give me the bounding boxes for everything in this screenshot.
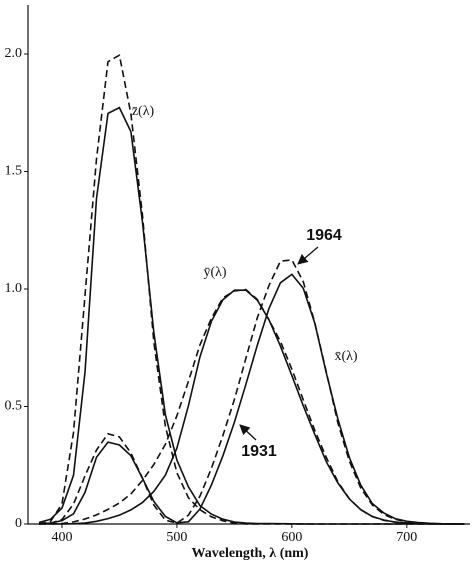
annotation: x̄(λ) — [334, 349, 357, 364]
annotation: 1931 — [241, 443, 277, 460]
annotation: z̄(λ) — [132, 104, 155, 119]
curve — [38, 53, 465, 525]
annotation: 1964 — [306, 227, 342, 244]
x-tick-label: 700 — [396, 530, 417, 545]
annotation: ȳ(λ) — [203, 265, 226, 280]
x-tick-label: 500 — [166, 530, 187, 545]
y-tick-label: 0.5 — [5, 399, 23, 414]
y-tick-label: 2.0 — [5, 46, 23, 61]
curve — [38, 288, 465, 525]
arrow-1964 — [297, 246, 319, 265]
arrow-1931 — [239, 424, 257, 441]
curve — [38, 106, 465, 525]
x-tick-label: 400 — [51, 530, 72, 545]
curve — [38, 259, 465, 525]
y-tick-label: 1.0 — [5, 281, 23, 296]
x-tick-label: 600 — [281, 530, 302, 545]
x-axis-label: Wavelength, λ (nm) — [192, 546, 309, 561]
y-tick-label: 1.5 — [5, 164, 23, 179]
curve — [38, 273, 465, 525]
y-tick-label: 0 — [15, 516, 22, 531]
curve — [39, 289, 465, 525]
